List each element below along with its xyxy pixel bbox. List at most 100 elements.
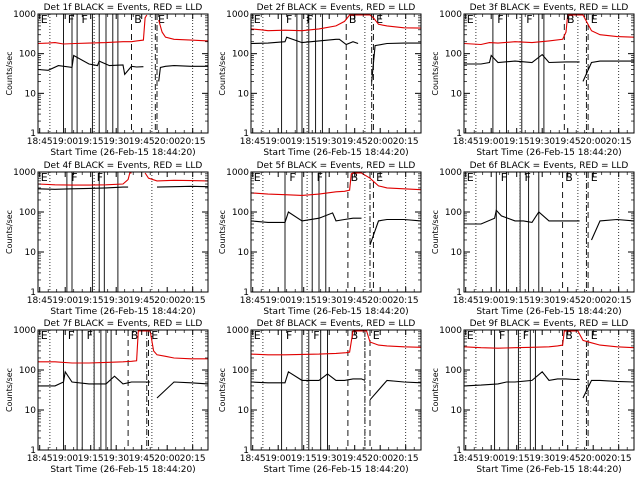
x-tick-label: 20:15 — [180, 296, 206, 306]
marker-label-b: B — [351, 329, 359, 342]
panel-title: Det 3f BLACK = Events, RED = LLD — [470, 3, 629, 13]
x-tick-label: 19:30 — [529, 296, 555, 306]
events-series-line — [250, 211, 422, 246]
marker-label-e: E — [41, 171, 48, 184]
y-tick-label: 1000 — [439, 326, 462, 336]
marker-label-e: E — [376, 13, 383, 26]
x-tick-label: 19:15 — [504, 454, 530, 464]
x-tick-label: 19:15 — [291, 296, 317, 306]
x-axis-label: Start Time (26-Feb-15 18:44:20) — [50, 465, 195, 475]
marker-label-f: F — [68, 13, 74, 26]
events-series-line — [464, 53, 634, 82]
marker-label-b: B — [351, 171, 359, 184]
y-tick-label: 1 — [30, 129, 36, 139]
y-tick-label: 100 — [445, 208, 462, 218]
marker-label-f: F — [525, 171, 531, 184]
marker-label-f: F — [71, 171, 77, 184]
x-axis-label: Start Time (26-Feb-15 18:44:20) — [50, 148, 195, 158]
lld-series-line — [38, 330, 208, 364]
events-series-line — [464, 209, 635, 241]
plot-frame — [463, 171, 635, 293]
x-tick-label: 19:00 — [52, 296, 78, 306]
lld-series-line — [250, 172, 422, 196]
y-tick-label: 1 — [30, 288, 36, 298]
plot-frame — [463, 13, 635, 134]
x-tick-label: 20:15 — [180, 137, 206, 147]
x-axis-label: Start Time (26-Feb-15 18:44:20) — [263, 465, 408, 475]
y-tick-label: 100 — [232, 50, 249, 60]
plot-frame — [250, 329, 422, 451]
x-tick-label: 19:00 — [478, 296, 504, 306]
marker-label-e: E — [591, 171, 598, 184]
events-series-line — [250, 36, 421, 82]
y-axis-label: Counts/sec — [5, 210, 14, 254]
x-tick-label: 20:00 — [367, 137, 393, 147]
events-series-line — [38, 370, 209, 399]
x-tick-label: 19:30 — [103, 454, 129, 464]
x-tick-label: 20:15 — [606, 296, 632, 306]
y-tick-label: 1 — [243, 288, 249, 298]
x-tick-label: 19:30 — [529, 137, 555, 147]
y-axis-label: Counts/sec — [431, 368, 440, 412]
marker-label-f: F — [306, 13, 312, 26]
x-tick-label: 19:15 — [291, 454, 317, 464]
marker-label-b: B — [565, 329, 573, 342]
marker-label-f: F — [82, 13, 88, 26]
plot-frame — [37, 329, 209, 451]
y-tick-label: 1 — [456, 129, 462, 139]
y-tick-label: 1000 — [226, 168, 249, 178]
x-tick-label: 19:00 — [265, 137, 291, 147]
x-tick-label: 19:30 — [316, 454, 342, 464]
marker-label-e: E — [467, 329, 474, 342]
y-tick-label: 100 — [19, 208, 36, 218]
x-tick-label: 19:00 — [52, 454, 78, 464]
y-tick-label: 1000 — [439, 168, 462, 178]
x-tick-label: 19:30 — [103, 296, 129, 306]
x-tick-label: 20:00 — [367, 454, 393, 464]
marker-label-f: F — [499, 329, 505, 342]
marker-label-f: F — [68, 329, 74, 342]
x-tick-label: 18:45 — [453, 296, 479, 306]
y-tick-label: 10 — [25, 89, 37, 99]
x-tick-label: 20:15 — [606, 454, 632, 464]
y-tick-label: 10 — [451, 248, 463, 258]
x-tick-label: 20:00 — [154, 296, 180, 306]
events-series-line — [250, 370, 422, 401]
x-axis-label: Start Time (26-Feb-15 18:44:20) — [263, 307, 408, 317]
x-tick-label: 19:00 — [478, 137, 504, 147]
marker-label-f: F — [497, 13, 503, 26]
x-tick-label: 19:45 — [555, 137, 581, 147]
panel-title: Det 6f BLACK = Events, RED = LLD — [470, 161, 629, 171]
x-tick-label: 20:00 — [580, 454, 606, 464]
lld-series-line — [250, 14, 422, 32]
marker-label-e: E — [41, 13, 48, 26]
y-axis-label: Counts/sec — [218, 210, 227, 254]
y-tick-label: 1 — [30, 446, 36, 456]
x-tick-label: 20:00 — [367, 296, 393, 306]
lld-series-line — [250, 330, 422, 356]
x-tick-label: 20:00 — [154, 137, 180, 147]
plot-frame — [37, 171, 209, 293]
y-tick-label: 1000 — [13, 10, 36, 20]
panel-title: Det 4f BLACK = Events, RED = LLD — [44, 161, 203, 171]
marker-label-b: B — [349, 13, 357, 26]
y-tick-label: 1000 — [13, 326, 36, 336]
y-tick-label: 1000 — [13, 168, 36, 178]
y-axis-label: Counts/sec — [431, 51, 440, 95]
x-tick-label: 20:00 — [154, 454, 180, 464]
lld-series-line — [463, 14, 635, 46]
lld-series-line — [463, 330, 635, 349]
plot-frame — [250, 171, 422, 293]
marker-label-e: E — [467, 13, 474, 26]
x-tick-label: 18:45 — [240, 137, 266, 147]
marker-label-e: E — [467, 171, 474, 184]
marker-label-e: E — [376, 171, 383, 184]
lld-series-line — [37, 14, 209, 45]
events-series-line — [37, 185, 209, 190]
x-axis-label: Start Time (26-Feb-15 18:44:20) — [476, 465, 621, 475]
marker-label-e: E — [254, 13, 261, 26]
